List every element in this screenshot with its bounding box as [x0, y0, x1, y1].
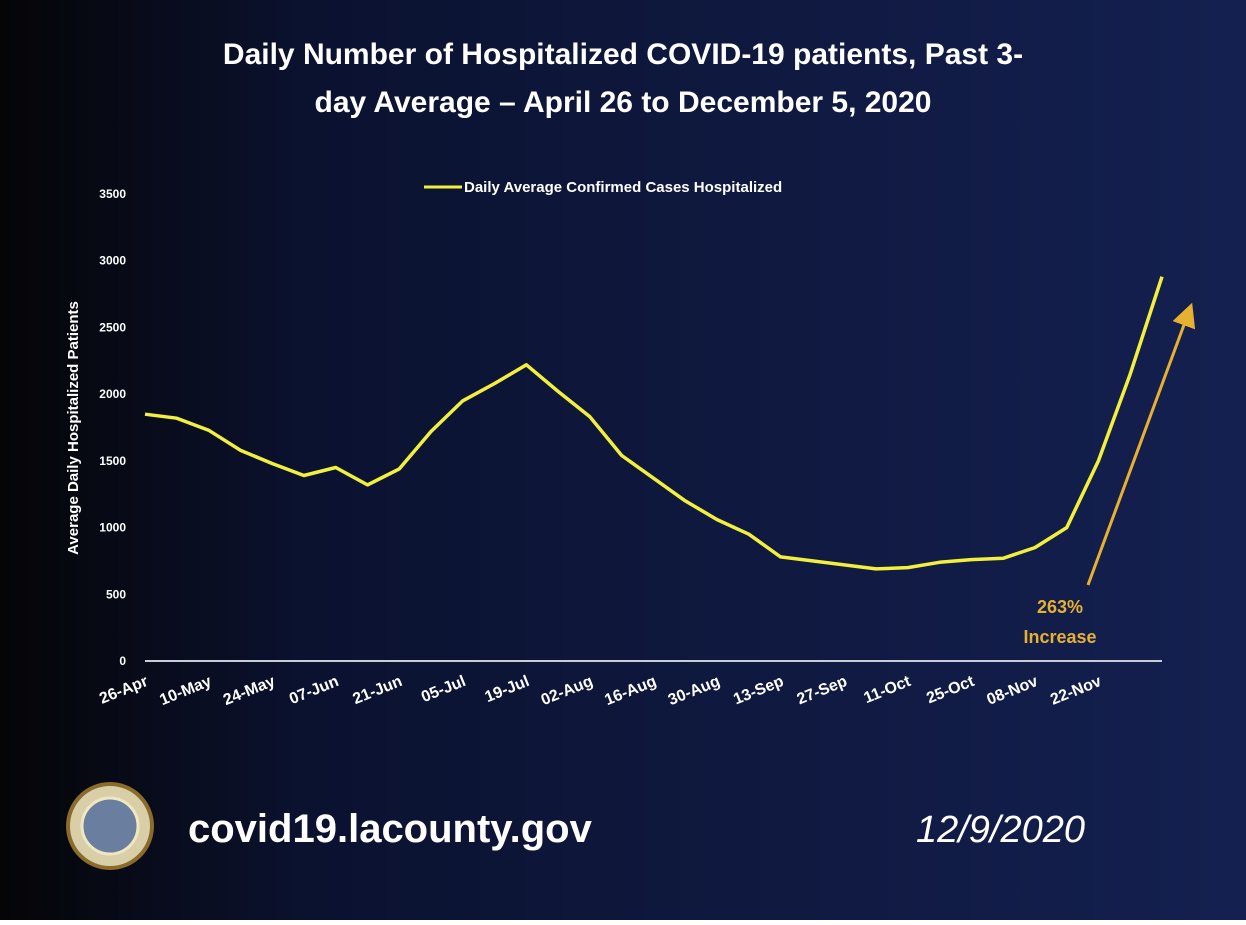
y-tick-label: 0 [119, 654, 126, 668]
series-line [144, 276, 1164, 571]
y-axis-label: Average Daily Hospitalized Patients [65, 301, 82, 555]
legend-label: Daily Average Confirmed Cases Hospitaliz… [464, 179, 782, 196]
y-tick-label: 3500 [99, 187, 126, 201]
chart-title: Daily Number of Hospitalized COVID-19 pa… [223, 38, 1023, 71]
y-tick-label: 2500 [99, 320, 126, 334]
annotation-arrow [1086, 302, 1196, 586]
annotation: Increase [1023, 627, 1096, 647]
date: 12/9/2020 [916, 809, 1085, 851]
annotation: 263% [1037, 597, 1083, 617]
y-tick-label: 500 [106, 587, 126, 601]
y-tick-label: 1000 [99, 521, 126, 535]
y-tick-label: 3000 [99, 254, 126, 268]
seal [66, 782, 154, 870]
y-tick-label: 2000 [99, 387, 126, 401]
y-tick-label: 1500 [99, 454, 126, 468]
chart-title: day Average – April 26 to December 5, 20… [315, 86, 932, 119]
website: covid19.lacounty.gov [188, 807, 593, 851]
